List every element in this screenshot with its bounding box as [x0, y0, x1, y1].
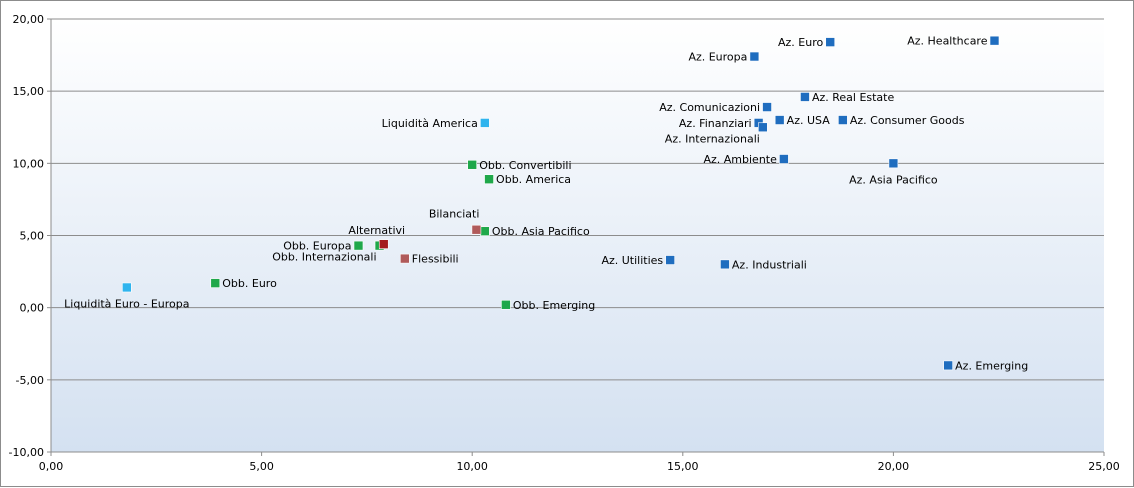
- point-label: Az. Asia Pacifico: [849, 173, 938, 186]
- point-label: Alternativi: [348, 224, 405, 237]
- y-tick-label: -10,00: [9, 446, 44, 459]
- data-labels: Az. Healthcare Az. Euro Az. Europa Az. Real…: [64, 35, 1028, 373]
- point-liquidita: [122, 282, 132, 293]
- x-tick-label: 20,00: [878, 460, 910, 473]
- point-azionari: [758, 122, 768, 133]
- point-label: Liquidità America: [382, 117, 478, 130]
- point-label: Obb. Internazionali: [272, 251, 376, 264]
- point-azionari: [888, 158, 899, 169]
- point-azionari: [749, 51, 760, 62]
- x-tick-label: 15,00: [667, 460, 699, 473]
- point-alternativi: [378, 239, 389, 249]
- y-tick-label: 5,00: [20, 230, 45, 243]
- point-azionari: [774, 115, 785, 125]
- y-tick-label: 10,00: [13, 157, 45, 170]
- x-tick-labels: 0,00 5,00 10,00 15,00 20,00 25,00: [39, 460, 1120, 473]
- y-tick-label: -5,00: [16, 374, 44, 387]
- point-liquidita: [480, 118, 490, 128]
- point-azionari: [825, 37, 836, 47]
- data-points: [122, 35, 1000, 371]
- y-tick-label: 20,00: [13, 13, 45, 26]
- point-obbligazionari: [484, 174, 494, 185]
- point-label: Obb. Europa: [283, 240, 351, 253]
- point-azionari: [779, 154, 789, 164]
- point-azionari: [720, 259, 730, 270]
- point-label: Obb. Asia Pacifico: [492, 225, 590, 238]
- point-label: Az. Real Estate: [812, 91, 895, 104]
- point-label: Az. Ambiente: [703, 153, 777, 166]
- axes: [50, 19, 1105, 456]
- point-label: Liquidità Euro - Europa: [64, 297, 189, 310]
- x-tick-label: 10,00: [456, 460, 488, 473]
- point-label: Az. Internazionali: [665, 132, 760, 145]
- point-obbligazionari: [467, 159, 478, 170]
- y-tick-labels: -10,00 -5,00 0,00 5,00 10,00 15,00 20,00: [9, 13, 44, 459]
- point-azionari: [838, 115, 848, 125]
- point-obbligazionari: [480, 226, 490, 236]
- point-obbligazionari: [210, 278, 221, 288]
- x-tick-label: 5,00: [249, 460, 274, 473]
- point-label: Az. Europa: [688, 51, 747, 64]
- point-azionari: [665, 255, 675, 265]
- point-azionari: [989, 35, 1000, 46]
- point-label: Az. Emerging: [955, 359, 1028, 372]
- point-label: Az. Consumer Goods: [850, 114, 965, 127]
- y-tick-label: 0,00: [20, 302, 45, 315]
- point-label: Flessibili: [412, 253, 459, 266]
- point-label: Az. Comunicazioni: [659, 101, 760, 114]
- point-label: Obb. Emerging: [513, 299, 595, 312]
- point-obbligazionari: [353, 240, 364, 251]
- point-label: Obb. Euro: [222, 277, 277, 290]
- point-label: Obb. Convertibili: [479, 159, 571, 172]
- point-obbligazionari: [501, 299, 511, 310]
- point-label: Az. USA: [787, 114, 831, 127]
- point-bilanciati: [400, 253, 410, 264]
- point-label: Bilanciati: [429, 208, 480, 221]
- point-label: Az. Finanziari: [679, 117, 752, 130]
- point-label: Az. Healthcare: [907, 35, 987, 48]
- x-tick-label: 0,00: [39, 460, 64, 473]
- point-azionari: [943, 360, 953, 371]
- x-tick-label: 25,00: [1088, 460, 1120, 473]
- y-tick-label: 15,00: [13, 85, 45, 98]
- point-label: Az. Industriali: [732, 258, 807, 271]
- point-label: Obb. America: [496, 173, 571, 186]
- point-label: Az. Euro: [778, 36, 823, 49]
- point-bilanciati: [471, 224, 482, 235]
- point-label: Az. Utilities: [601, 254, 663, 267]
- point-azionari: [800, 92, 810, 102]
- point-azionari: [762, 102, 772, 112]
